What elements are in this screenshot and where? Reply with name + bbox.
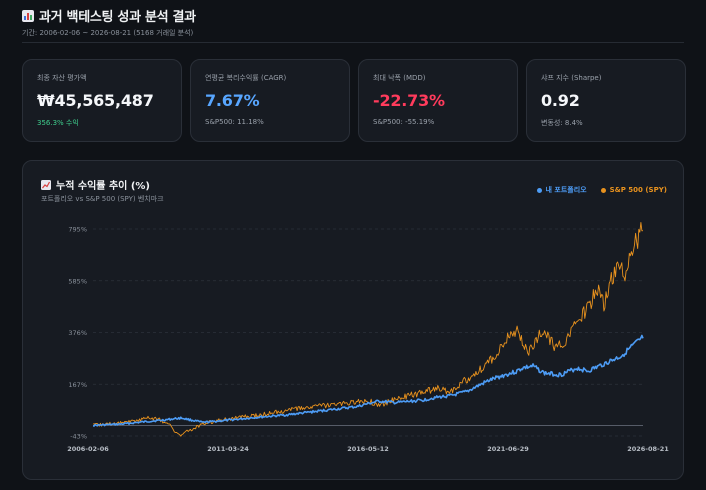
y-tick-label: -43% (70, 433, 87, 441)
header-divider (22, 42, 684, 43)
legend-label: 내 포트폴리오 (545, 186, 587, 194)
card-label: 샤프 지수 (Sharpe) (541, 74, 602, 82)
final-value-card: 최종 자산 평가액 ₩45,565,487 356.3% 수익 (22, 59, 182, 142)
chart-legend[interactable]: 내 포트폴리오 S&P 500 (SPY) (536, 185, 667, 195)
series-line-spy (93, 222, 644, 437)
page-title-text: 과거 백테스팅 성과 분석 결과 (39, 10, 196, 25)
y-tick-label: 167% (68, 381, 87, 389)
card-value: 0.92 (541, 91, 580, 110)
card-label: 최종 자산 평가액 (37, 74, 87, 82)
spy-dot-icon (600, 187, 606, 193)
card-value: ₩45,565,487 (37, 91, 154, 110)
chart-panel: 795% 585% 376% 167% -43% 2006-02-06 2011-03-24… (22, 160, 684, 480)
card-label: 최대 낙폭 (MDD) (373, 74, 426, 82)
legend-item-spy[interactable]: S&P 500 (SPY) (600, 185, 667, 195)
portfolio-dot-icon (536, 187, 542, 193)
y-tick-label: 795% (68, 226, 87, 234)
series-line-portfolio (93, 334, 644, 427)
page-title: 과거 백테스팅 성과 분석 결과 (22, 6, 196, 25)
line-chart-icon (41, 180, 51, 190)
card-note: 변동성: 8.4% (541, 119, 583, 127)
chart-title: 누적 수익률 추이 (%) (41, 177, 150, 192)
cumulative-return-chart: 795% 585% 376% 167% -43% 2006-02-06 2011-03-24… (67, 222, 669, 453)
chart-subtitle: 포트폴리오 vs S&P 500 (SPY) 벤치마크 (41, 195, 164, 203)
bar-chart-icon (22, 10, 34, 22)
card-label: 연평균 복리수익률 (CAGR) (205, 74, 287, 82)
card-value: 7.67% (205, 91, 260, 110)
chart-title-text: 누적 수익률 추이 (%) (56, 181, 151, 192)
y-tick-label: 376% (68, 329, 87, 337)
card-note: S&P500: 11.18% (205, 118, 264, 126)
x-tick-label: 2026-08-21 (627, 445, 669, 453)
card-note: S&P500: -55.19% (373, 118, 435, 126)
x-tick-label: 2006-02-06 (67, 445, 109, 453)
legend-label: S&P 500 (SPY) (609, 186, 667, 194)
y-tick-label: 585% (68, 277, 87, 285)
period-subtitle: 기간: 2006-02-06 ~ 2026-08-21 (5168 거래일 분석… (22, 29, 194, 37)
card-note: 356.3% 수익 (37, 119, 79, 127)
page-header: 과거 백테스팅 성과 분석 결과 기간: 2006-02-06 ~ 2026-0… (22, 6, 196, 38)
metric-cards: 최종 자산 평가액 ₩45,565,487 356.3% 수익 연평균 복리수익… (22, 59, 686, 142)
x-tick-label: 2011-03-24 (207, 445, 249, 453)
x-tick-label: 2016-05-12 (347, 445, 389, 453)
x-tick-label: 2021-06-29 (487, 445, 529, 453)
sharpe-card: 샤프 지수 (Sharpe) 0.92 변동성: 8.4% (526, 59, 686, 142)
card-value: -22.73% (373, 91, 445, 110)
legend-item-portfolio[interactable]: 내 포트폴리오 (536, 185, 587, 195)
mdd-card: 최대 낙폭 (MDD) -22.73% S&P500: -55.19% (358, 59, 518, 142)
cagr-card: 연평균 복리수익률 (CAGR) 7.67% S&P500: 11.18% (190, 59, 350, 142)
